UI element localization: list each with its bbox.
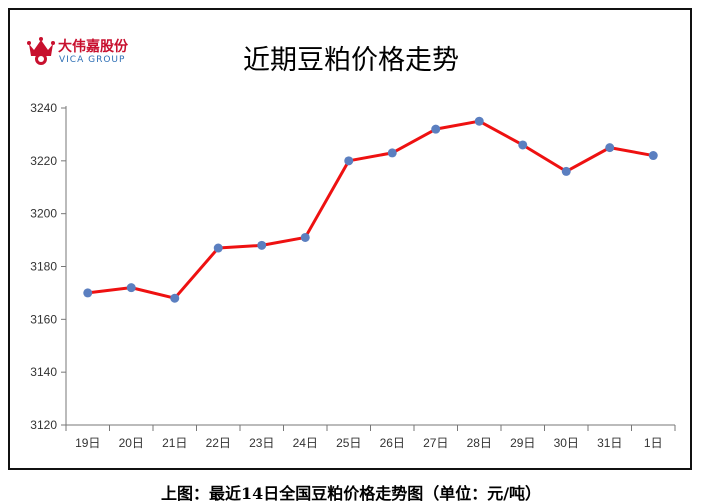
- x-tick-label: 22日: [206, 436, 231, 450]
- logo-brand-cn: 大伟嘉股份: [58, 39, 128, 55]
- data-point: [561, 166, 571, 176]
- y-tick-label: 3240: [30, 101, 57, 115]
- data-point: [126, 283, 136, 293]
- chart-title: 近期豆粕价格走势: [243, 45, 459, 76]
- data-point: [518, 140, 528, 150]
- data-point: [605, 143, 615, 153]
- x-tick-label: 24日: [293, 436, 318, 450]
- y-tick-label: 3120: [30, 418, 57, 432]
- x-tick-label: 23日: [249, 436, 274, 450]
- data-point: [648, 151, 658, 161]
- chart-axes: [65, 106, 675, 426]
- chart-frame: [8, 8, 692, 470]
- chart-caption: 上图：最近14日全国豆粕价格走势图（单位：元/吨）: [160, 484, 542, 503]
- data-point: [257, 240, 267, 250]
- x-tick-label: 21日: [162, 436, 187, 450]
- data-point: [387, 148, 397, 158]
- y-tick-label: 3140: [30, 365, 57, 379]
- x-tick-label: 19日: [75, 436, 100, 450]
- chart-ticks: 3120 3140 3160 3180 3200 3220 3240 19日 20日 21日 22日…: [30, 101, 676, 450]
- data-point: [344, 156, 354, 166]
- data-point: [431, 124, 441, 134]
- x-tick-label: 29日: [510, 436, 535, 450]
- data-point: [83, 288, 93, 298]
- crown-icon: [27, 37, 55, 65]
- logo-brand-en: VICA GROUP: [59, 55, 126, 65]
- x-tick-label: 1日: [644, 436, 663, 450]
- chart-series: [83, 116, 658, 303]
- data-point: [474, 116, 484, 126]
- x-tick-label: 26日: [380, 436, 405, 450]
- x-tick-label: 28日: [467, 436, 492, 450]
- x-tick-label: 27日: [423, 436, 448, 450]
- y-tick-label: 3220: [30, 154, 57, 168]
- y-tick-label: 3200: [30, 207, 57, 221]
- y-tick-label: 3160: [30, 312, 57, 326]
- x-tick-label: 20日: [119, 436, 144, 450]
- price-series-line: [87, 119, 654, 300]
- data-point: [213, 243, 223, 253]
- x-tick-label: 25日: [336, 436, 361, 450]
- company-logo: 大伟嘉股份 VICA GROUP: [26, 34, 156, 68]
- x-tick-label: 31日: [597, 436, 622, 450]
- data-point: [300, 232, 310, 242]
- data-point: [170, 293, 180, 303]
- x-tick-label: 30日: [554, 436, 579, 450]
- y-tick-label: 3180: [30, 260, 57, 274]
